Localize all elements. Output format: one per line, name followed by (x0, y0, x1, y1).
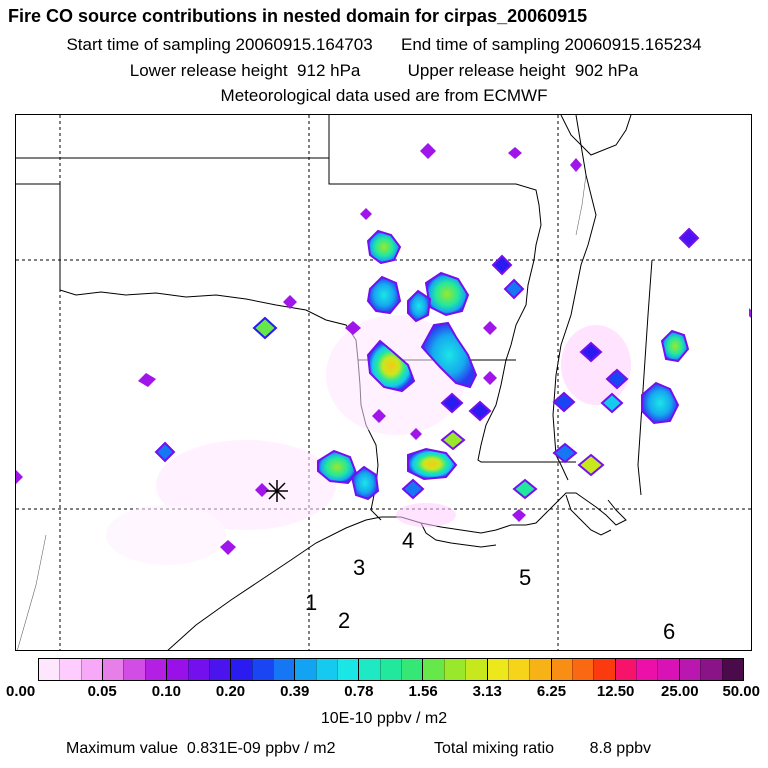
color-bar-tick-label: 50.00 (722, 683, 760, 700)
map-drawing: 1 2 3 4 5 6 (16, 115, 751, 650)
plot-title: Fire CO source contributions in nested d… (8, 6, 588, 26)
color-bar-segment (294, 659, 316, 680)
fire-sources-medium (154, 227, 700, 500)
color-bar-tick-label: 12.50 (596, 683, 635, 700)
color-bar-segment (358, 659, 380, 680)
color-bar-segment (59, 659, 81, 680)
color-bar-segment (529, 659, 551, 680)
color-bar-segment (657, 659, 679, 680)
release-heights: Lower release height 912 hPa Upper relea… (129, 61, 639, 80)
color-bar-segment (465, 659, 487, 680)
region-label-4: 4 (402, 528, 414, 553)
color-bar-tick-label: 0.78 (344, 683, 374, 700)
color-bar (38, 658, 744, 681)
region-labels: 1 2 3 4 5 6 (305, 528, 675, 644)
region-label-2: 2 (338, 608, 350, 633)
receptor-marker (266, 480, 288, 502)
met-data-source: Meteorological data used are from ECMWF (220, 86, 548, 105)
fire-sources-large (317, 229, 690, 501)
fire-sources-small (16, 143, 751, 555)
color-bar-segment (230, 659, 252, 680)
color-bar-segment (700, 659, 722, 680)
region-label-1: 1 (305, 590, 317, 615)
map-panel: 1 2 3 4 5 6 (15, 114, 752, 651)
color-bar-segment (593, 659, 615, 680)
color-bar-segment (337, 659, 359, 680)
color-bar-segment (486, 659, 508, 680)
color-bar-segment (315, 659, 338, 680)
color-bar-segment (123, 659, 145, 680)
color-bar-segment (251, 659, 273, 680)
color-bar-segment (571, 659, 594, 680)
color-bar-segment (678, 659, 701, 680)
color-bar-tick-label: 6.25 (536, 683, 567, 700)
color-bar-tick-label: 0.39 (280, 683, 310, 700)
color-bar-segment (144, 659, 167, 680)
color-bar-tick-label: 3.13 (472, 683, 502, 700)
color-bar-segment (379, 659, 402, 680)
color-bar-segment (208, 659, 231, 680)
color-bar-segment (721, 659, 743, 680)
color-bar-tick-label: 0.20 (215, 683, 246, 700)
color-bar-segment (550, 659, 572, 680)
region-label-6: 6 (663, 619, 675, 644)
color-bar-segment (614, 659, 637, 680)
color-bar-segment (272, 659, 295, 680)
color-bar-segment (102, 659, 124, 680)
total-mixing-ratio: Total mixing ratio 8.8 ppbv (434, 740, 651, 757)
color-bar-segment (507, 659, 530, 680)
color-bar-tick-label: 0.10 (151, 683, 181, 700)
color-bar-tick-label: 0.05 (87, 683, 117, 700)
color-bar-segment (39, 659, 60, 680)
region-label-5: 5 (519, 565, 531, 590)
sampling-times: Start time of sampling 20060915.164703 E… (66, 35, 702, 54)
color-bar-unit: 10E-10 ppbv / m2 (320, 710, 448, 727)
color-bar-segment (422, 659, 444, 680)
region-label-3: 3 (353, 555, 365, 580)
plume-faint (106, 315, 631, 565)
color-bar-segment (443, 659, 466, 680)
color-bar-segment (401, 659, 423, 680)
color-bar-tick-label: 1.56 (408, 683, 438, 700)
color-bar-segment (166, 659, 188, 680)
coastline (167, 492, 627, 650)
color-bar-segment (80, 659, 103, 680)
color-bar-segment (187, 659, 209, 680)
color-bar-tick-label: 0.00 (6, 683, 36, 700)
maximum-value: Maximum value 0.831E-09 ppbv / m2 (66, 740, 336, 757)
color-bar-tick-label: 25.00 (661, 683, 699, 700)
color-bar-segment (636, 659, 658, 680)
